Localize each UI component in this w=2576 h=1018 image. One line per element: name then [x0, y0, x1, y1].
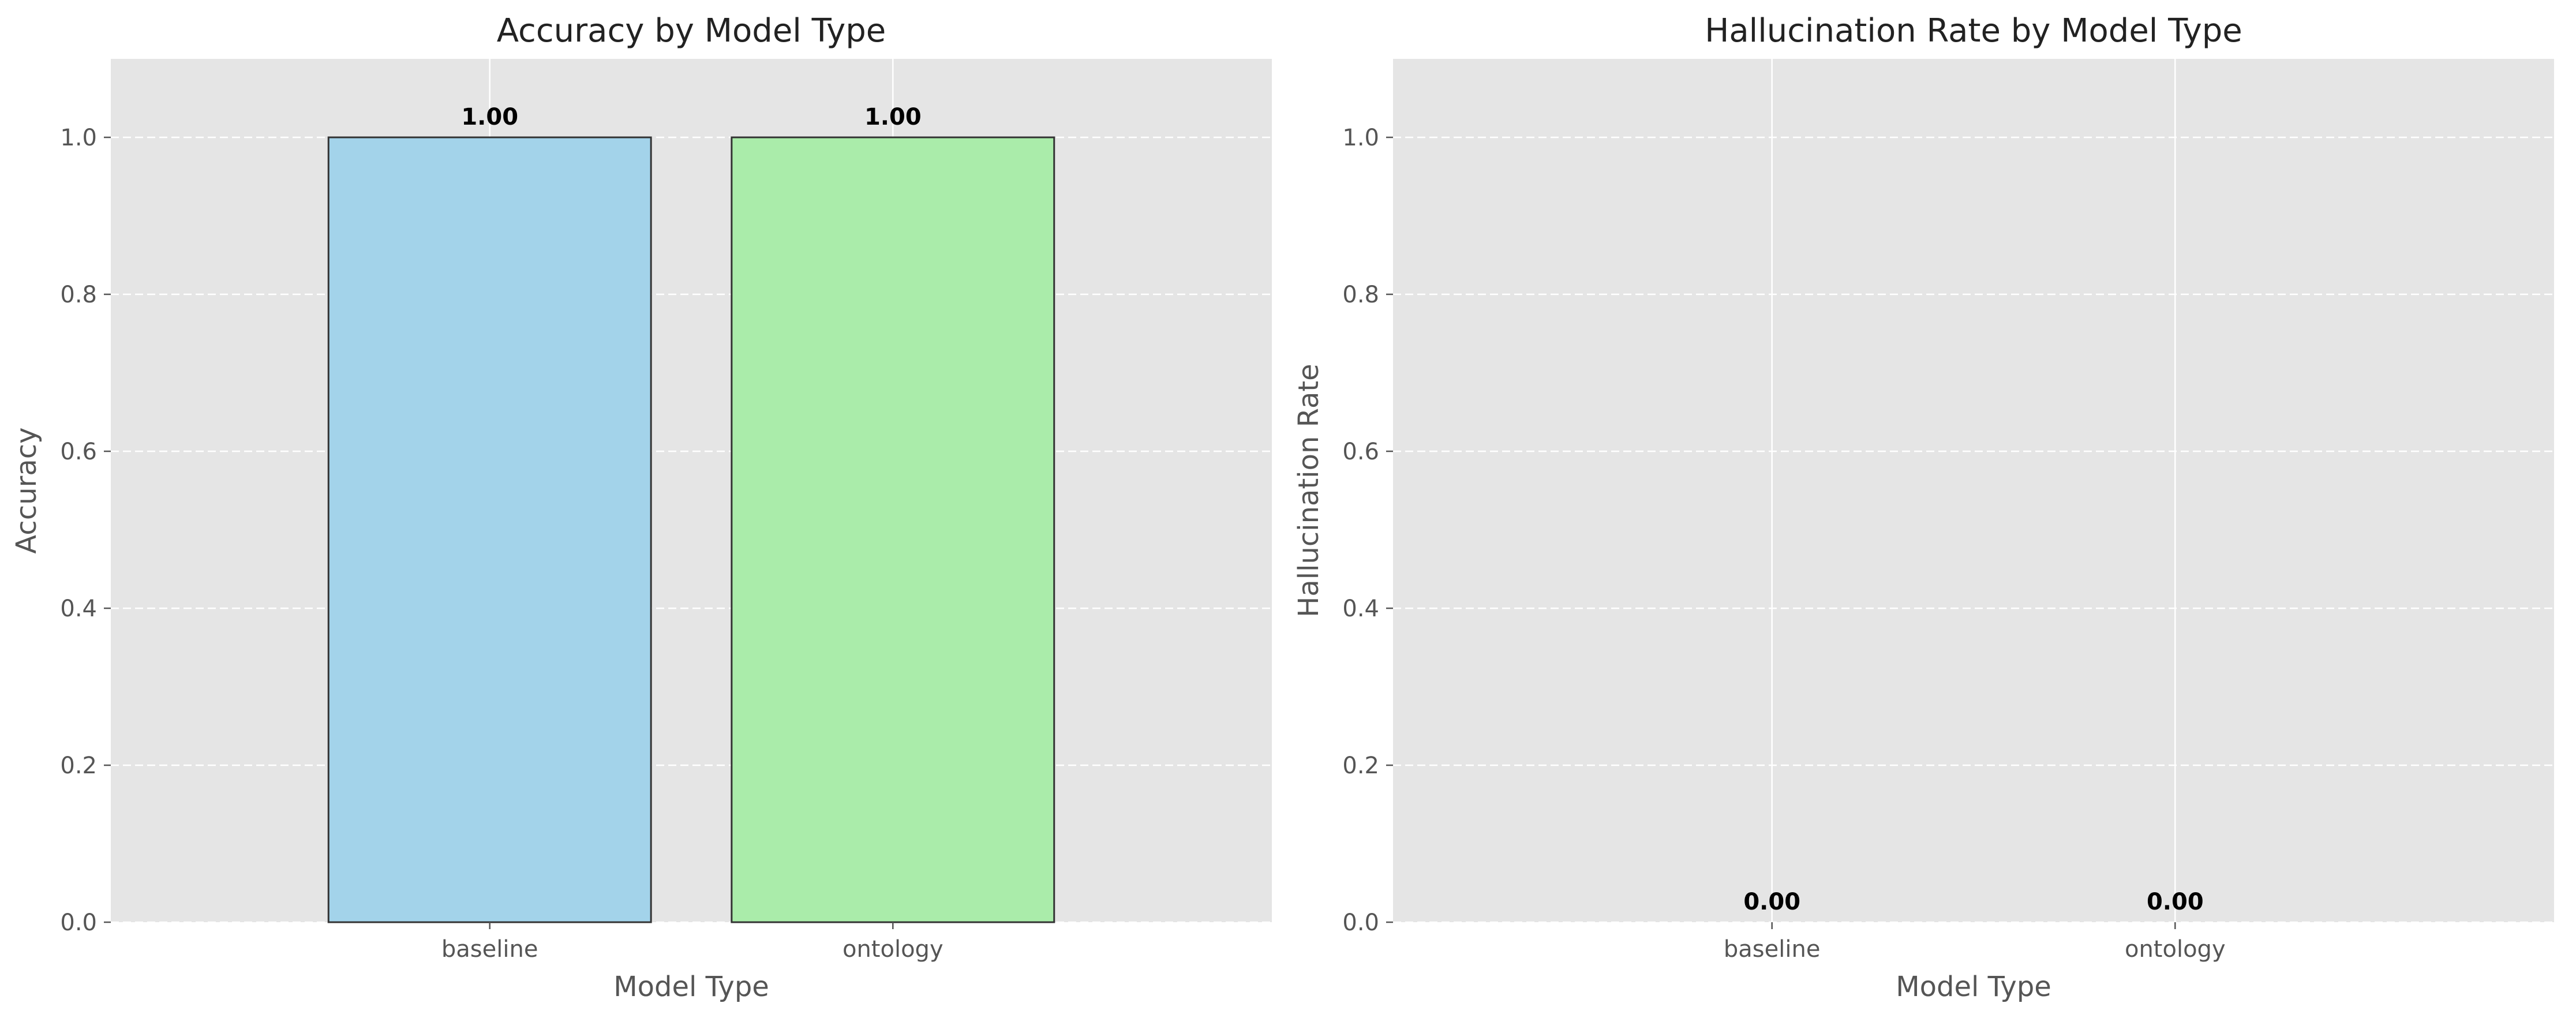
hallucination-y-tick-label: 0.4 — [1342, 596, 1379, 622]
hallucination-value-label-ontology: 0.00 — [2147, 889, 2204, 915]
accuracy-plot-area — [111, 59, 1272, 922]
hallucination-value-label-baseline: 0.00 — [1743, 889, 1800, 915]
accuracy-y-tick-label: 0.6 — [60, 439, 97, 465]
hallucination-rate-chart: 0.0 0.2 0.4 0.6 0.8 1.0 0.00 baseline 0.00 ontolo… — [1293, 12, 2554, 1003]
accuracy-bar-ontology — [731, 136, 1055, 923]
hallucination-plot-area — [1393, 59, 2554, 922]
hallucination-x-axis-label: Model Type — [1896, 971, 2051, 1003]
hallucination-x-tick-label-baseline: baseline — [1724, 936, 1821, 963]
hallucination-y-axis-label: Hallucination Rate — [1293, 364, 1325, 617]
hallucination-y-tick-label: 0.2 — [1342, 753, 1379, 779]
hallucination-y-tick-label: 0.0 — [1342, 910, 1379, 936]
accuracy-x-tick-label-ontology: ontology — [843, 936, 943, 963]
accuracy-chart: 0.0 0.2 0.4 0.6 0.8 1.0 1.00 baseline 1.00 ontolo… — [10, 12, 1272, 1003]
accuracy-y-tick-label: 0.2 — [60, 753, 97, 779]
accuracy-bar-baseline — [327, 136, 652, 923]
hallucination-chart-title: Hallucination Rate by Model Type — [1705, 12, 2242, 50]
accuracy-y-axis-label: Accuracy — [10, 427, 43, 553]
accuracy-x-tick-label-baseline: baseline — [441, 936, 538, 963]
accuracy-chart-title: Accuracy by Model Type — [497, 12, 886, 50]
accuracy-value-label-ontology: 1.00 — [864, 104, 922, 130]
accuracy-y-tick-label: 0.0 — [60, 910, 97, 936]
hallucination-y-tick-label: 1.0 — [1342, 125, 1379, 151]
hallucination-y-tick-label: 0.8 — [1342, 282, 1379, 308]
accuracy-y-tick-label: 0.8 — [60, 282, 97, 308]
hallucination-x-tick-label-ontology: ontology — [2125, 936, 2226, 963]
accuracy-x-axis-label: Model Type — [613, 971, 769, 1003]
accuracy-value-label-baseline: 1.00 — [461, 104, 518, 130]
accuracy-y-tick-label: 0.4 — [60, 596, 97, 622]
accuracy-y-tick-label: 1.0 — [60, 125, 97, 151]
hallucination-y-tick-label: 0.6 — [1342, 439, 1379, 465]
